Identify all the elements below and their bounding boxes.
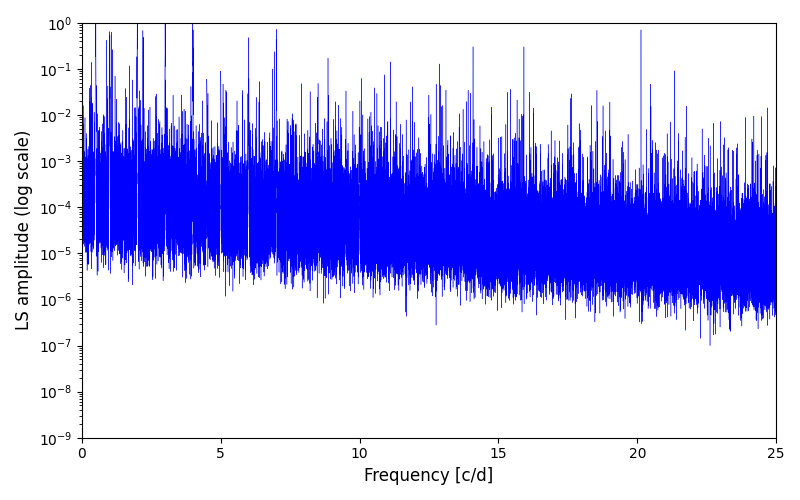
Y-axis label: LS amplitude (log scale): LS amplitude (log scale) xyxy=(15,130,33,330)
X-axis label: Frequency [c/d]: Frequency [c/d] xyxy=(364,467,494,485)
